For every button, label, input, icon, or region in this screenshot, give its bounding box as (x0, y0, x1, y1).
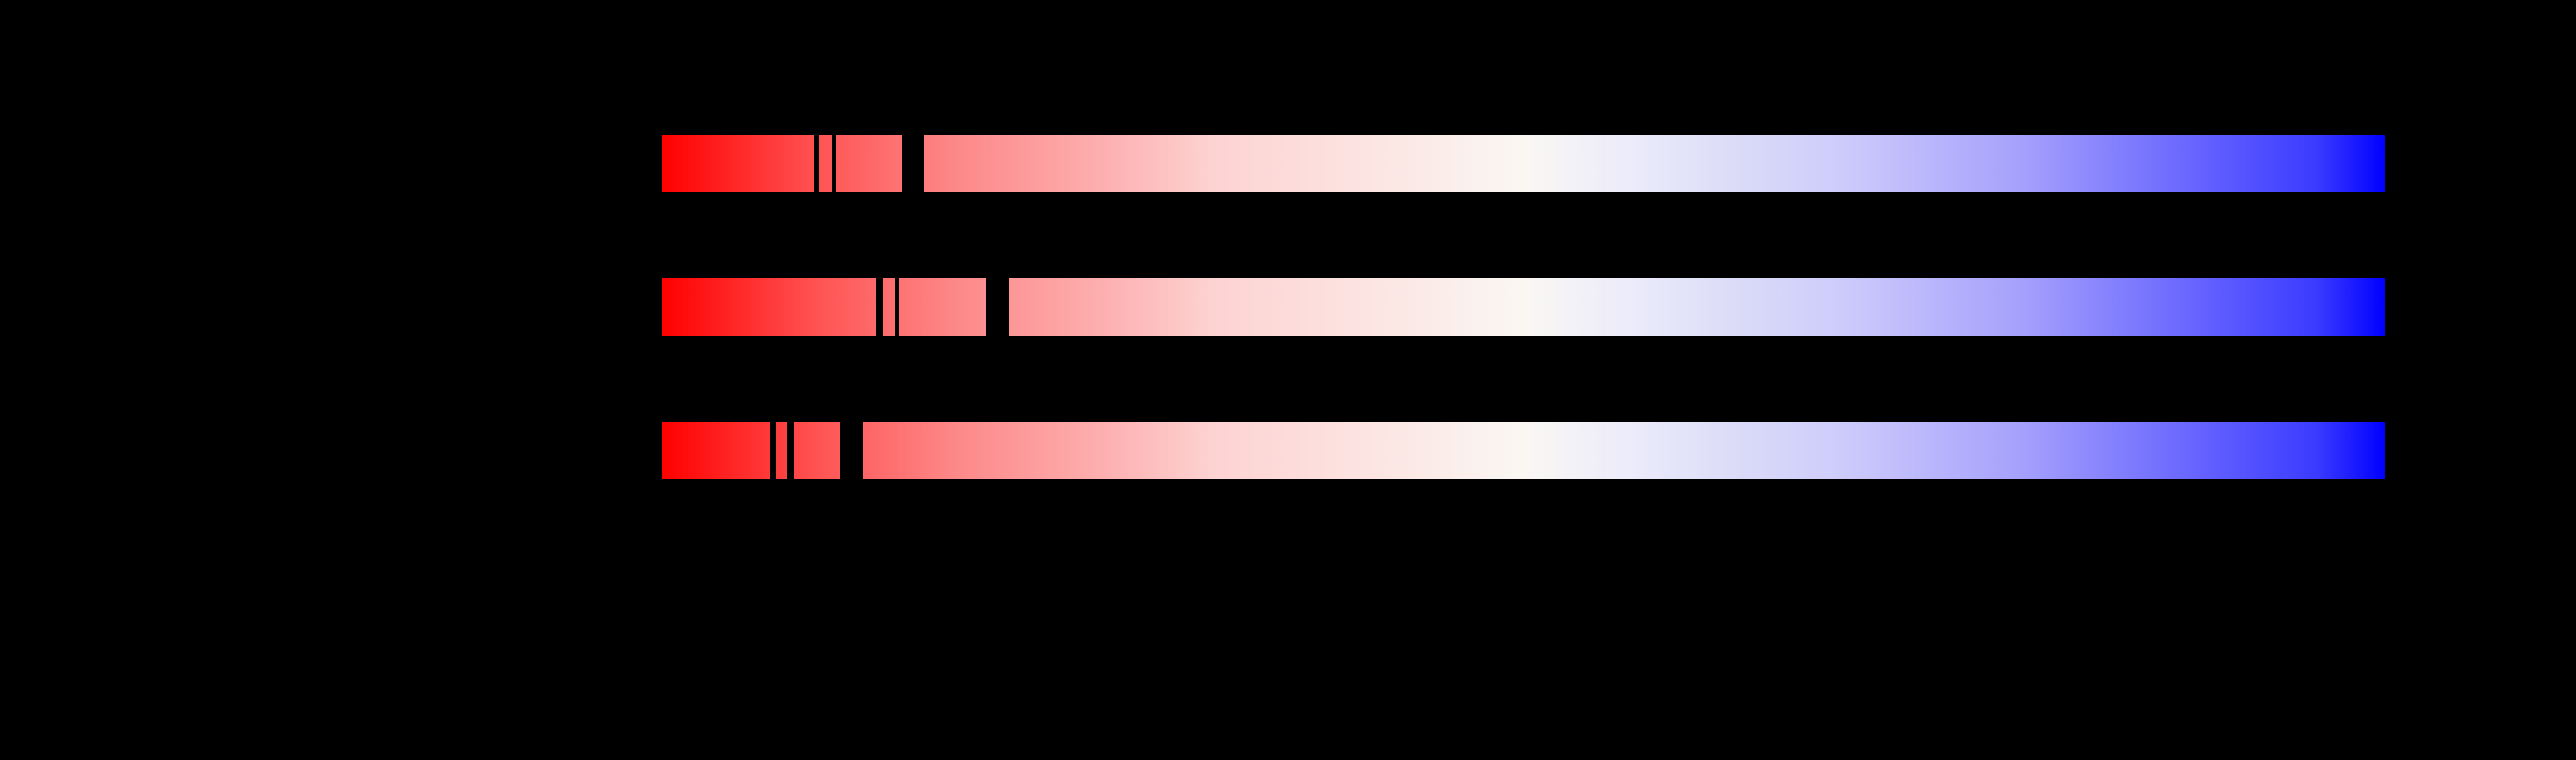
track-1-break-1 (814, 134, 819, 193)
gradient-track-2 (662, 278, 2385, 336)
track-2-break-1 (876, 278, 883, 336)
track-3-break-1 (770, 421, 776, 480)
track-3-break-2 (787, 421, 794, 480)
track-1-break-2 (832, 134, 836, 193)
track-2-break-2 (895, 278, 900, 336)
track-3-break-3 (840, 421, 864, 480)
gradient-track-1 (662, 134, 2385, 193)
gradient-track-3 (662, 421, 2385, 480)
track-2-break-3 (986, 278, 1009, 336)
track-1-break-3 (902, 134, 924, 193)
